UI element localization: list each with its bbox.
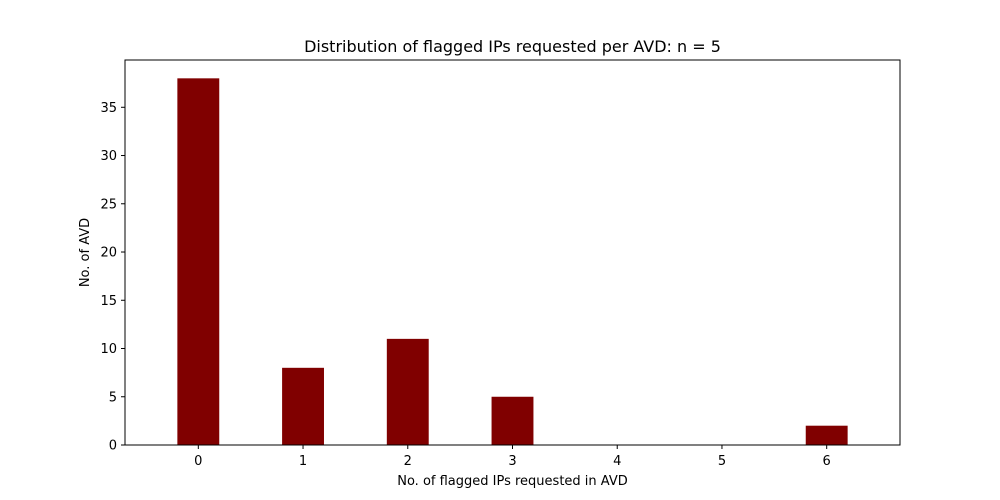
y-tick-label: 35 — [100, 101, 117, 116]
x-tick-label: 1 — [299, 454, 307, 469]
x-tick-label: 3 — [508, 454, 516, 469]
bars-layer — [177, 78, 848, 445]
bar-1 — [282, 367, 324, 445]
y-tick-label: 0 — [109, 439, 117, 454]
y-axis-ticks: 0 5 10 15 20 25 30 35 — [100, 101, 125, 454]
plot-area-background — [125, 60, 900, 445]
y-tick-label: 30 — [100, 149, 117, 164]
x-tick-label: 0 — [194, 454, 202, 469]
bar-2 — [386, 338, 429, 445]
plot-area-frame — [124, 59, 901, 446]
x-tick-label: 6 — [823, 454, 831, 469]
y-axis-label: No. of AVD — [78, 218, 93, 287]
x-tick-label: 4 — [613, 454, 621, 469]
y-tick-label: 20 — [100, 246, 117, 261]
y-tick-label: 5 — [109, 390, 117, 405]
x-tick-label: 2 — [404, 454, 412, 469]
x-axis-label: No. of flagged IPs requested in AVD — [397, 474, 628, 489]
x-axis-ticks: 0 1 2 3 4 5 6 — [194, 445, 831, 469]
y-tick-label: 15 — [100, 294, 117, 309]
y-tick-label: 25 — [100, 197, 117, 212]
bar-6 — [805, 425, 848, 445]
bar-3 — [491, 396, 534, 445]
chart-title: Distribution of flagged IPs requested pe… — [304, 37, 721, 56]
x-tick-label: 5 — [718, 454, 726, 469]
bar-0 — [177, 78, 220, 445]
y-tick-label: 10 — [100, 342, 117, 357]
